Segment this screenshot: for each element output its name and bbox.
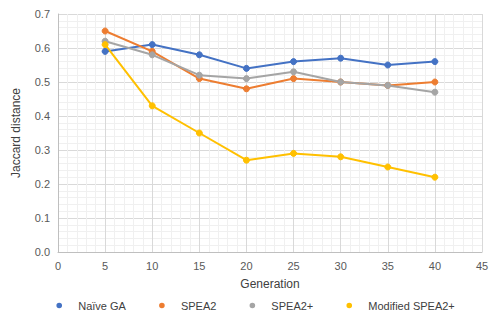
svg-text:0.5: 0.5 <box>35 76 50 88</box>
svg-text:Naïve GA: Naïve GA <box>78 300 126 312</box>
svg-text:0.7: 0.7 <box>35 8 50 20</box>
svg-text:45: 45 <box>476 260 488 272</box>
svg-text:20: 20 <box>240 260 252 272</box>
svg-text:15: 15 <box>193 260 205 272</box>
svg-text:35: 35 <box>382 260 394 272</box>
svg-text:10: 10 <box>146 260 158 272</box>
svg-text:0.3: 0.3 <box>35 144 50 156</box>
svg-text:SPEA2+: SPEA2+ <box>271 300 313 312</box>
svg-text:40: 40 <box>429 260 441 272</box>
svg-text:0.4: 0.4 <box>35 110 50 122</box>
svg-text:0.6: 0.6 <box>35 42 50 54</box>
svg-text:Modified SPEA2+: Modified SPEA2+ <box>368 300 455 312</box>
svg-text:0.2: 0.2 <box>35 178 50 190</box>
svg-text:5: 5 <box>102 260 108 272</box>
svg-text:0.0: 0.0 <box>35 246 50 258</box>
svg-text:Generation: Generation <box>240 277 299 291</box>
svg-text:30: 30 <box>335 260 347 272</box>
svg-text:0.1: 0.1 <box>35 212 50 224</box>
svg-text:0: 0 <box>55 260 61 272</box>
svg-text:25: 25 <box>287 260 299 272</box>
svg-text:Jaccard distance: Jaccard distance <box>9 88 23 178</box>
svg-text:SPEA2: SPEA2 <box>181 300 216 312</box>
